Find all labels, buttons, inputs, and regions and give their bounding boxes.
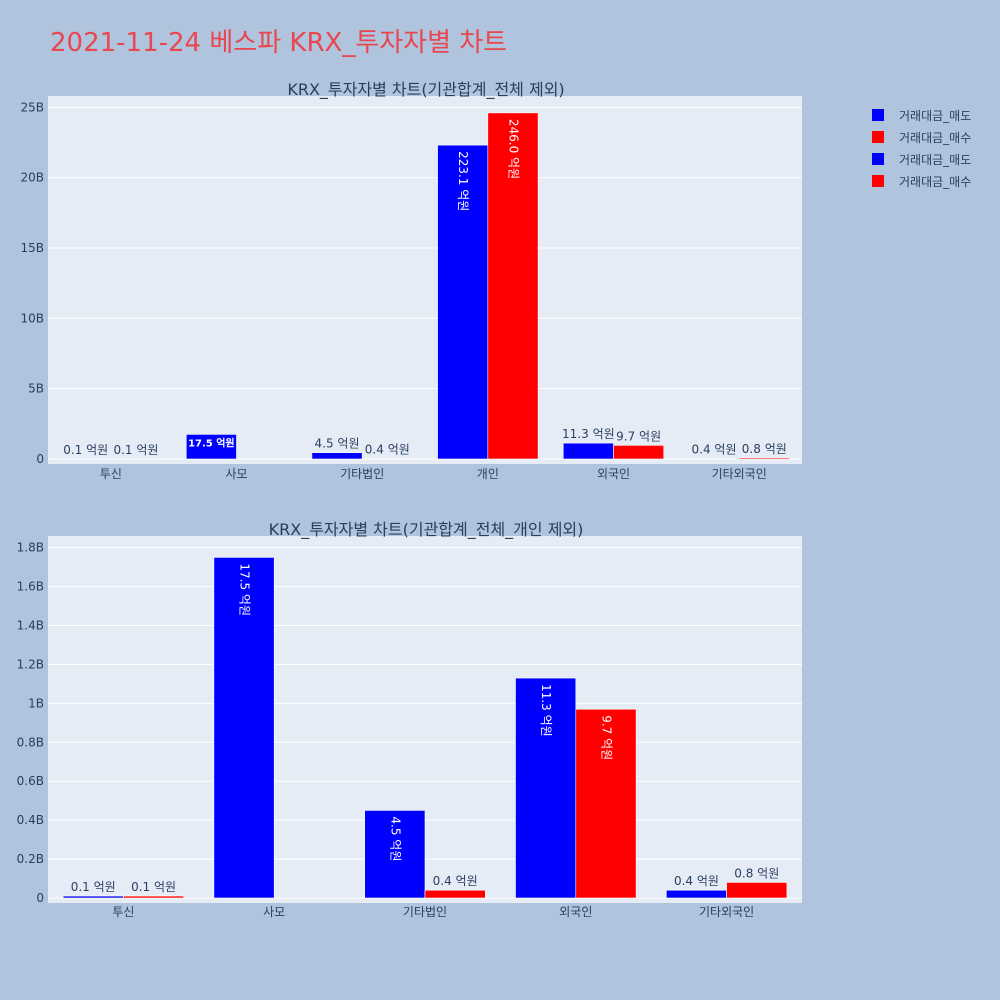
bar-sell: [62, 895, 124, 899]
x-tick-label: 기타외국인: [712, 467, 767, 481]
x-tick-label: 기타외국인: [699, 905, 754, 919]
legend-label: 거래대금_매수: [899, 174, 972, 189]
legend-label: 거래대금_매도: [899, 108, 972, 123]
x-tick-label: 투신: [112, 905, 134, 919]
legend-swatch: [872, 109, 884, 121]
data-label: 9.7 억원: [599, 715, 613, 760]
x-tick-label: 사모: [263, 905, 285, 919]
bar-buy: [361, 458, 413, 460]
y-tick-label: 1.6B: [17, 580, 44, 594]
y-tick-label: 1.8B: [17, 541, 44, 555]
x-tick-label: 기타법인: [340, 467, 384, 481]
x-tick-label: 외국인: [597, 467, 630, 481]
y-tick-label: 1.2B: [17, 657, 44, 671]
bar-sell: [437, 144, 489, 460]
chart-title: KRX_투자자별 차트(기관합계_전체 제외): [287, 80, 564, 100]
data-label: 17.5 억원: [188, 436, 235, 449]
bar-buy: [613, 445, 665, 460]
chart-title: KRX_투자자별 차트(기관합계_전체_개인 제외): [269, 520, 584, 540]
data-label: 9.7 억원: [616, 429, 661, 443]
bar-sell: [213, 557, 275, 899]
y-tick-label: 25B: [20, 100, 44, 114]
y-tick-label: 15B: [20, 241, 44, 255]
bar-sell: [562, 442, 614, 460]
legend: 거래대금_매도 거래대금_매수 거래대금_매도 거래대금_매수: [872, 104, 971, 192]
legend-swatch: [872, 153, 884, 165]
data-label: 17.5 억원: [238, 563, 252, 616]
y-tick-label: 0.2B: [17, 852, 44, 866]
y-tick-label: 0.4B: [17, 813, 44, 827]
data-label: 0.1 억원: [63, 443, 108, 457]
bar-sell: [665, 889, 727, 899]
data-label: 0.4 억원: [692, 442, 737, 456]
data-label: 0.4 억원: [365, 442, 410, 456]
y-tick-label: 1B: [28, 696, 44, 710]
legend-label: 거래대금_매수: [899, 130, 972, 145]
data-label: 4.5 억원: [388, 816, 402, 861]
bar-sell: [185, 434, 237, 460]
data-label: 0.8 억원: [742, 442, 787, 456]
plot-area: [48, 96, 802, 464]
data-label: 0.4 억원: [433, 874, 478, 888]
data-label: 0.4 억원: [674, 874, 719, 888]
y-tick-label: 10B: [20, 311, 44, 325]
data-label: 0.1 억원: [71, 880, 116, 894]
y-tick-label: 20B: [20, 171, 44, 185]
bar-buy: [424, 889, 486, 899]
legend-swatch: [872, 175, 884, 187]
data-label: 11.3 억원: [562, 427, 615, 441]
bar-sell: [688, 458, 740, 460]
bar-buy: [487, 112, 539, 460]
bar-buy: [738, 457, 790, 460]
x-tick-label: 기타법인: [403, 905, 447, 919]
data-label: 246.0 억원: [506, 119, 520, 179]
y-tick-label: 5B: [28, 382, 44, 396]
data-label: 223.1 억원: [456, 151, 470, 211]
bar-buy: [726, 882, 788, 899]
y-tick-label: 1.4B: [17, 619, 44, 633]
x-tick-label: 개인: [477, 467, 499, 481]
bar-sell: [364, 810, 426, 899]
legend-label: 거래대금_매도: [899, 152, 972, 167]
x-tick-label: 투신: [100, 467, 122, 481]
data-label: 0.8 억원: [734, 866, 779, 880]
bar-sell: [311, 452, 363, 460]
x-tick-label: 외국인: [559, 905, 592, 919]
bar-buy: [575, 708, 637, 899]
legend-item[interactable]: 거래대금_매수: [872, 170, 971, 192]
page-title: 2021-11-24 베스파 KRX_투자자별 차트: [50, 28, 508, 58]
legend-item[interactable]: 거래대금_매도: [872, 148, 971, 170]
bar-sell: [515, 677, 577, 899]
y-tick-label: 0.6B: [17, 774, 44, 788]
y-tick-label: 0.8B: [17, 735, 44, 749]
y-tick-label: 0: [36, 452, 44, 466]
x-tick-label: 사모: [225, 467, 247, 481]
bar-buy: [123, 895, 185, 899]
y-tick-label: 0: [36, 891, 44, 905]
legend-item[interactable]: 거래대금_매수: [872, 126, 971, 148]
data-label: 4.5 억원: [315, 437, 360, 451]
data-label: 11.3 억원: [539, 684, 553, 737]
data-label: 0.1 억원: [113, 443, 158, 457]
data-label: 0.1 억원: [131, 880, 176, 894]
legend-swatch: [872, 131, 884, 143]
legend-item[interactable]: 거래대금_매도: [872, 104, 971, 126]
